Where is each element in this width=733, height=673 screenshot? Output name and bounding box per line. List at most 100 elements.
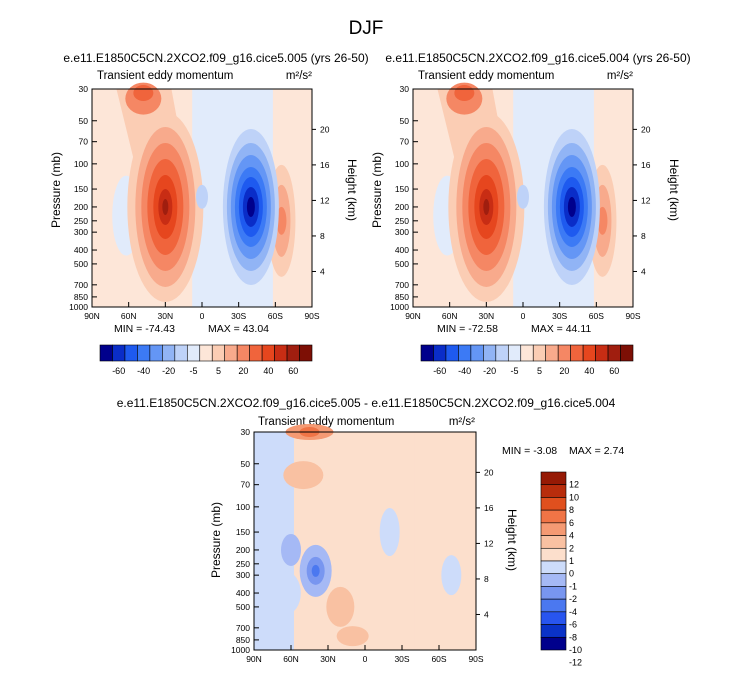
panel1-xtick-label: 30S: [231, 311, 246, 321]
panel2-height-tick-label: 4: [641, 266, 646, 276]
colorbar3-label: 10: [569, 492, 579, 502]
colorbar2-box: [483, 344, 497, 362]
colorbar1-label: -40: [137, 366, 150, 376]
colorbar3-label: 6: [569, 518, 574, 528]
panel3-xtick-label: 60N: [283, 654, 299, 664]
panel2-variable-label: Transient eddy momentum: [418, 70, 554, 82]
colorbar1-box: [261, 344, 275, 362]
colorbar2-label: -20: [483, 366, 496, 376]
panel1-ytick-label: 300: [74, 227, 88, 237]
colorbar2-label: 60: [609, 366, 619, 376]
colorbar3-box: [540, 509, 567, 524]
panel1-ytick-label: 150: [74, 184, 88, 194]
panel3-xtick-label: 30S: [394, 654, 409, 664]
panel2-upper-positive-core: [454, 85, 475, 102]
panel3-ytick-label: 100: [236, 502, 250, 512]
panel1-ytick-label: 50: [79, 116, 89, 126]
panel2-units: m²/s²: [607, 70, 633, 82]
colorbar3-label: -6: [569, 620, 577, 630]
panel1-ytick-label: 500: [74, 259, 88, 269]
colorbar3-box: [540, 611, 567, 625]
panel1-max-label: MAX = 43.04: [208, 323, 269, 335]
panel3-ytick-label: 1000: [231, 645, 250, 655]
panel1-ytick-label: 700: [74, 280, 88, 290]
colorbar2-box: [607, 344, 621, 362]
panel3-xtick-label: 90S: [468, 654, 483, 664]
colorbar1-box: [299, 344, 313, 362]
colorbar1-label: 20: [238, 366, 248, 376]
panel1-nh-jet-positive-6: [162, 198, 169, 215]
panel1-xtick-label: 60N: [121, 311, 137, 321]
panel1-xtick-label: 30N: [158, 311, 174, 321]
panel3-ytick-label: 200: [236, 545, 250, 555]
colorbar1-box: [162, 344, 176, 362]
panel3-max-label: MAX = 2.74: [569, 445, 624, 457]
panel3-nh-negative-mid: [281, 533, 301, 566]
colorbar2-box: [433, 344, 447, 362]
colorbar3-label: 1: [569, 556, 574, 566]
colorbar2-label: 20: [559, 366, 569, 376]
panel3-height-tick-label: 12: [484, 538, 494, 548]
panel1-height-tick-label: 4: [320, 266, 325, 276]
colorbar2-box: [470, 344, 484, 362]
colorbar3-label: -4: [569, 607, 577, 617]
panel3-tropical-positive: [326, 586, 355, 627]
colorbar1-box: [149, 344, 163, 362]
panel3-sh-weak-positive: [414, 432, 476, 650]
colorbar1-box: [249, 344, 263, 362]
panel2-sh-negative-6: [567, 196, 576, 217]
colorbar1-box: [286, 344, 300, 362]
panel1-equatorial-negative: [196, 184, 208, 209]
panel2-height-tick-label: 12: [641, 195, 651, 205]
colorbar3-label: -1: [569, 581, 577, 591]
panel2-xtick-label: 60N: [442, 311, 458, 321]
panel2-height-tick-label: 20: [641, 124, 651, 134]
panel2-ytick-label: 100: [395, 159, 409, 169]
panel1-ytick-label: 30: [79, 84, 89, 94]
panel3-ytick-label: 400: [236, 588, 250, 598]
panel1-ytick-label: 1000: [69, 302, 88, 312]
colorbar3-box: [540, 535, 567, 549]
panel2-height-tick-label: 8: [641, 231, 646, 241]
colorbar1-box: [199, 344, 213, 362]
panel3-height-tick-label: 16: [484, 503, 494, 513]
colorbar2-box: [582, 344, 596, 362]
colorbar1-label: -20: [162, 366, 175, 376]
panel2-equatorial-negative: [517, 184, 529, 209]
panel1-sh-positive-core: [276, 206, 287, 235]
colorbar3-label: -2: [569, 594, 577, 604]
colorbar2-box: [445, 344, 459, 362]
panel3-ytick-label: 850: [236, 635, 250, 645]
panel2-sh-positive-core: [597, 206, 608, 235]
colorbar2-box: [545, 344, 559, 362]
colorbar2-box: [507, 344, 522, 362]
colorbar1-box: [236, 344, 250, 362]
colorbar3-box: [540, 598, 567, 613]
colorbar1-box: [224, 344, 238, 362]
panel1-ytick-label: 100: [74, 159, 88, 169]
colorbar3-box: [540, 522, 567, 536]
panel3-title: e.e11.E1850C5CN.2XCO2.f09_g16.cice5.005 …: [117, 396, 616, 410]
colorbar2-box: [495, 344, 509, 362]
panel2-ytick-label: 850: [395, 292, 409, 302]
panel3-xtick-label: 0: [363, 654, 368, 664]
colorbar2-label: -40: [458, 366, 471, 376]
panel3-ytick-label: 300: [236, 570, 250, 580]
panel2-ytick-label: 700: [395, 280, 409, 290]
panel3-xtick-label: 60S: [431, 654, 446, 664]
panel2-nh-jet-positive-6: [483, 198, 490, 215]
colorbar2-box: [520, 344, 534, 362]
panel1-ytick-label: 850: [74, 292, 88, 302]
colorbar1-label: 5: [216, 366, 221, 376]
colorbar2-label: -5: [511, 366, 519, 376]
panel1-ytick-label: 200: [74, 202, 88, 212]
panel1-ytick-label: 400: [74, 245, 88, 255]
panel2-height-tick-label: 16: [641, 160, 651, 170]
panel3-ytick-label: 50: [241, 459, 251, 469]
colorbar1-label: 40: [263, 366, 273, 376]
panel3-midlat-positive: [283, 461, 324, 490]
panel2-ytick-label: 150: [395, 184, 409, 194]
panel1-ytick-label: 70: [79, 137, 89, 147]
panel3-height-tick-label: 20: [484, 467, 494, 477]
